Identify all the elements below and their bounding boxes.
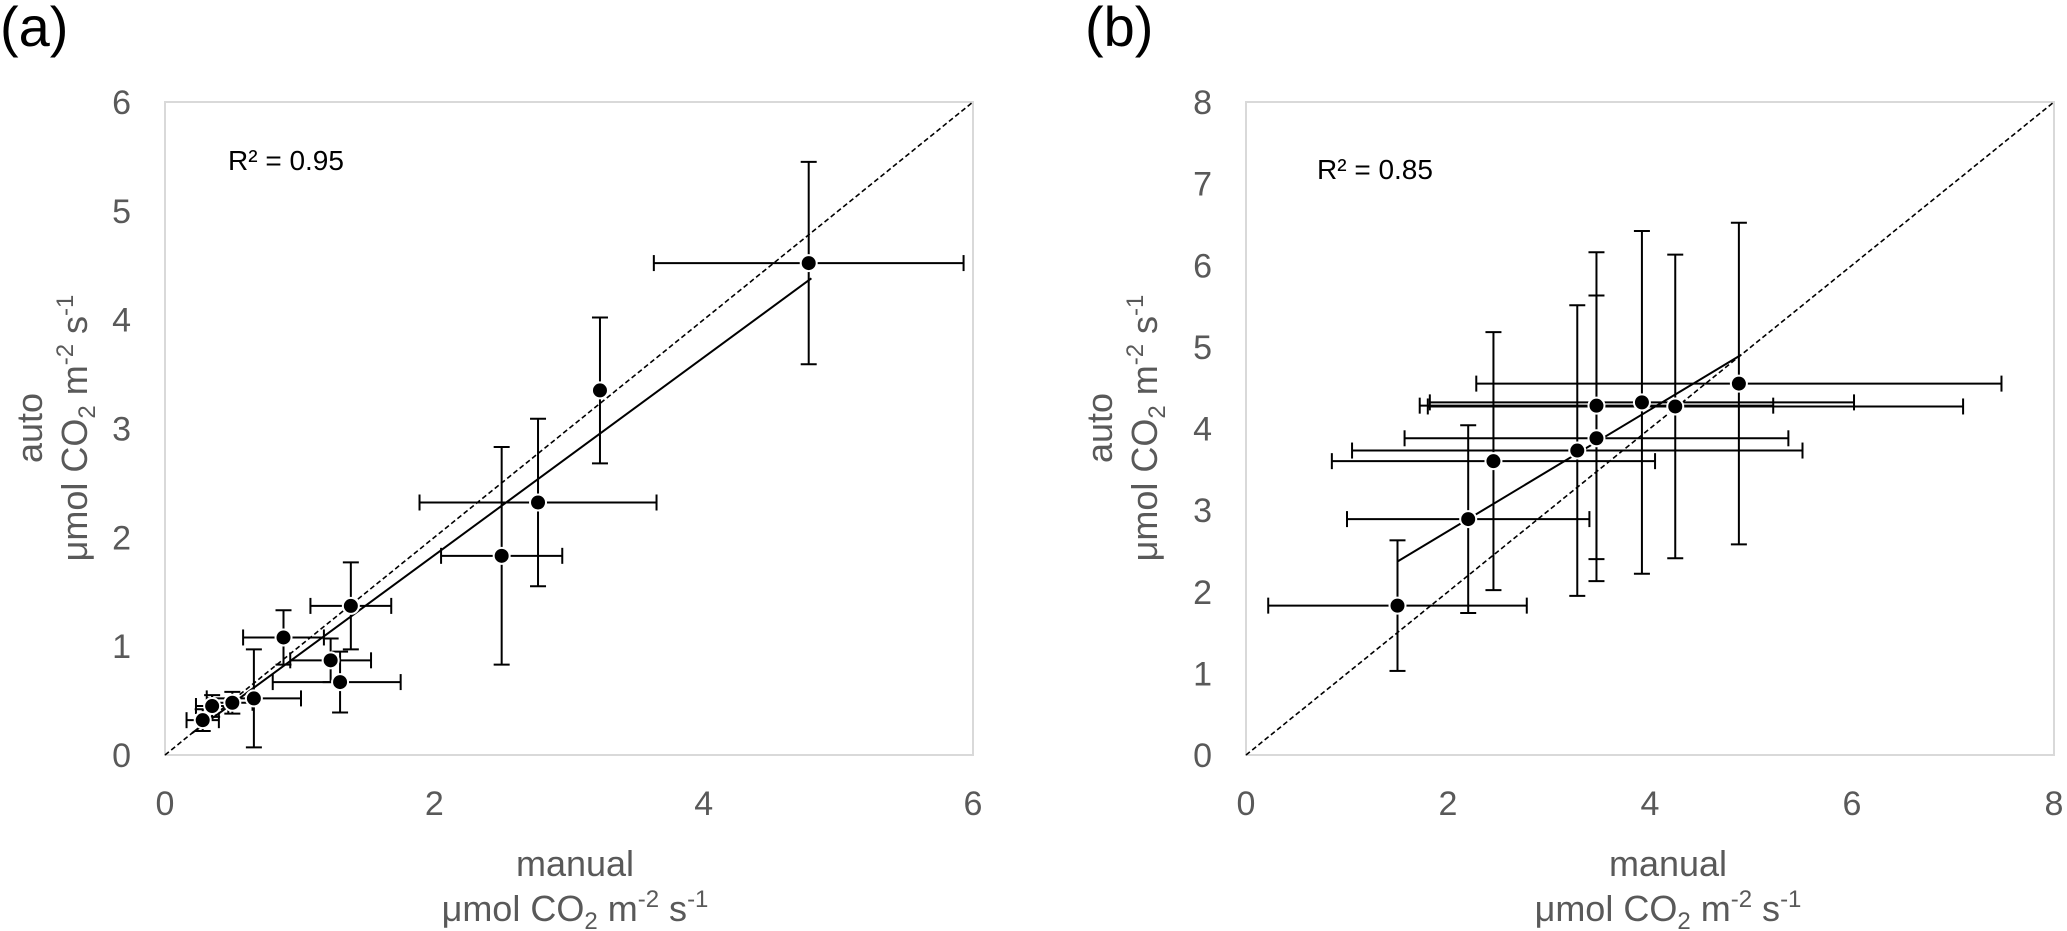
x-tick-label: 4 [1641, 785, 1660, 823]
panel-b-r2-annotation: R² = 0.85 [1317, 154, 1433, 185]
panel-a-y-title-line1: auto [9, 393, 50, 463]
data-point [1587, 396, 1606, 415]
panel-b-y-title: auto μmol CO2 m-2 s-1 [1079, 295, 1171, 562]
panel-b-y-tick-labels: 0 1 2 3 4 5 6 7 8 [1193, 84, 1212, 775]
panel-b-y-title-line2: μmol CO2 m-2 s-1 [1122, 295, 1171, 562]
panel-b-marks [1245, 101, 2055, 756]
data-point [1388, 596, 1407, 615]
panel-a-x-title-line1: manual [516, 843, 634, 884]
y-tick-label: 0 [1193, 737, 1212, 775]
panel-b-x-title-line2: μmol CO2 m-2 s-1 [1535, 886, 1802, 931]
panel-a-y-tick-labels: 0 1 2 3 4 5 6 [112, 84, 131, 775]
x-tick-label: 6 [964, 785, 983, 823]
x-tick-label: 6 [1843, 785, 1862, 823]
data-point [1484, 452, 1503, 471]
data-point [590, 381, 609, 400]
data-point [799, 254, 818, 273]
data-point [203, 697, 222, 716]
y-tick-label: 6 [112, 84, 131, 122]
panel-b-x-tick-labels: 0 2 4 6 8 [1237, 785, 2064, 823]
panel-b-y-title-line1: auto [1079, 393, 1120, 463]
data-point [321, 651, 340, 670]
panel-a-x-title-line2: μmol CO2 m-2 s-1 [442, 886, 709, 931]
data-point [1729, 374, 1748, 393]
y-tick-label: 1 [1193, 655, 1212, 693]
y-tick-label: 7 [1193, 166, 1212, 204]
data-point [1459, 510, 1478, 529]
x-tick-label: 0 [1237, 785, 1256, 823]
y-tick-label: 4 [1193, 411, 1212, 449]
data-point [1632, 393, 1651, 412]
panel-b: (b) R² = 0.85 0 1 2 3 4 5 6 7 8 0 2 4 6 8 manual μmo… [1079, 0, 2063, 931]
panel-a-r2-annotation: R² = 0.95 [228, 145, 344, 176]
panel-a-y-title: auto μmol CO2 m-2 s-1 [9, 295, 101, 562]
y-tick-label: 2 [112, 519, 131, 557]
panel-a-x-tick-labels: 0 2 4 6 [156, 785, 983, 823]
panel-b-label: (b) [1085, 0, 1153, 58]
panel-a-y-title-line2: μmol CO2 m-2 s-1 [52, 295, 101, 562]
one-to-one-line [1245, 101, 2055, 756]
data-point [223, 693, 242, 712]
y-tick-label: 5 [112, 193, 131, 231]
data-point [1666, 397, 1685, 416]
y-tick-label: 5 [1193, 329, 1212, 367]
one-to-one-line [164, 101, 974, 756]
data-point [244, 689, 263, 708]
data-point [341, 596, 360, 615]
x-tick-label: 2 [1439, 785, 1458, 823]
data-point [492, 546, 511, 565]
panel-a: (a) R² = 0.95 0 1 2 3 4 5 6 0 2 4 6 manual μmol C… [0, 0, 982, 931]
x-tick-label: 2 [425, 785, 444, 823]
panel-a-label: (a) [0, 0, 68, 58]
panel-b-x-title-line1: manual [1609, 843, 1727, 884]
y-tick-label: 8 [1193, 84, 1212, 122]
data-point [1587, 429, 1606, 448]
x-tick-label: 4 [694, 785, 713, 823]
panel-a-plot-area [164, 101, 974, 756]
data-point [529, 493, 548, 512]
data-point [193, 711, 212, 730]
data-point [1568, 441, 1587, 460]
y-tick-label: 6 [1193, 247, 1212, 285]
y-tick-label: 1 [112, 628, 131, 666]
data-point [274, 628, 293, 647]
y-tick-label: 0 [112, 737, 131, 775]
y-tick-label: 3 [1193, 492, 1212, 530]
data-point [331, 673, 350, 692]
regression-line [1396, 354, 1742, 563]
panel-a-marks [164, 101, 974, 756]
x-tick-label: 0 [156, 785, 175, 823]
y-tick-label: 4 [112, 302, 131, 340]
y-tick-label: 3 [112, 411, 131, 449]
x-tick-label: 8 [2045, 785, 2064, 823]
y-tick-label: 2 [1193, 574, 1212, 612]
panel-b-plot-area [1245, 101, 2055, 756]
